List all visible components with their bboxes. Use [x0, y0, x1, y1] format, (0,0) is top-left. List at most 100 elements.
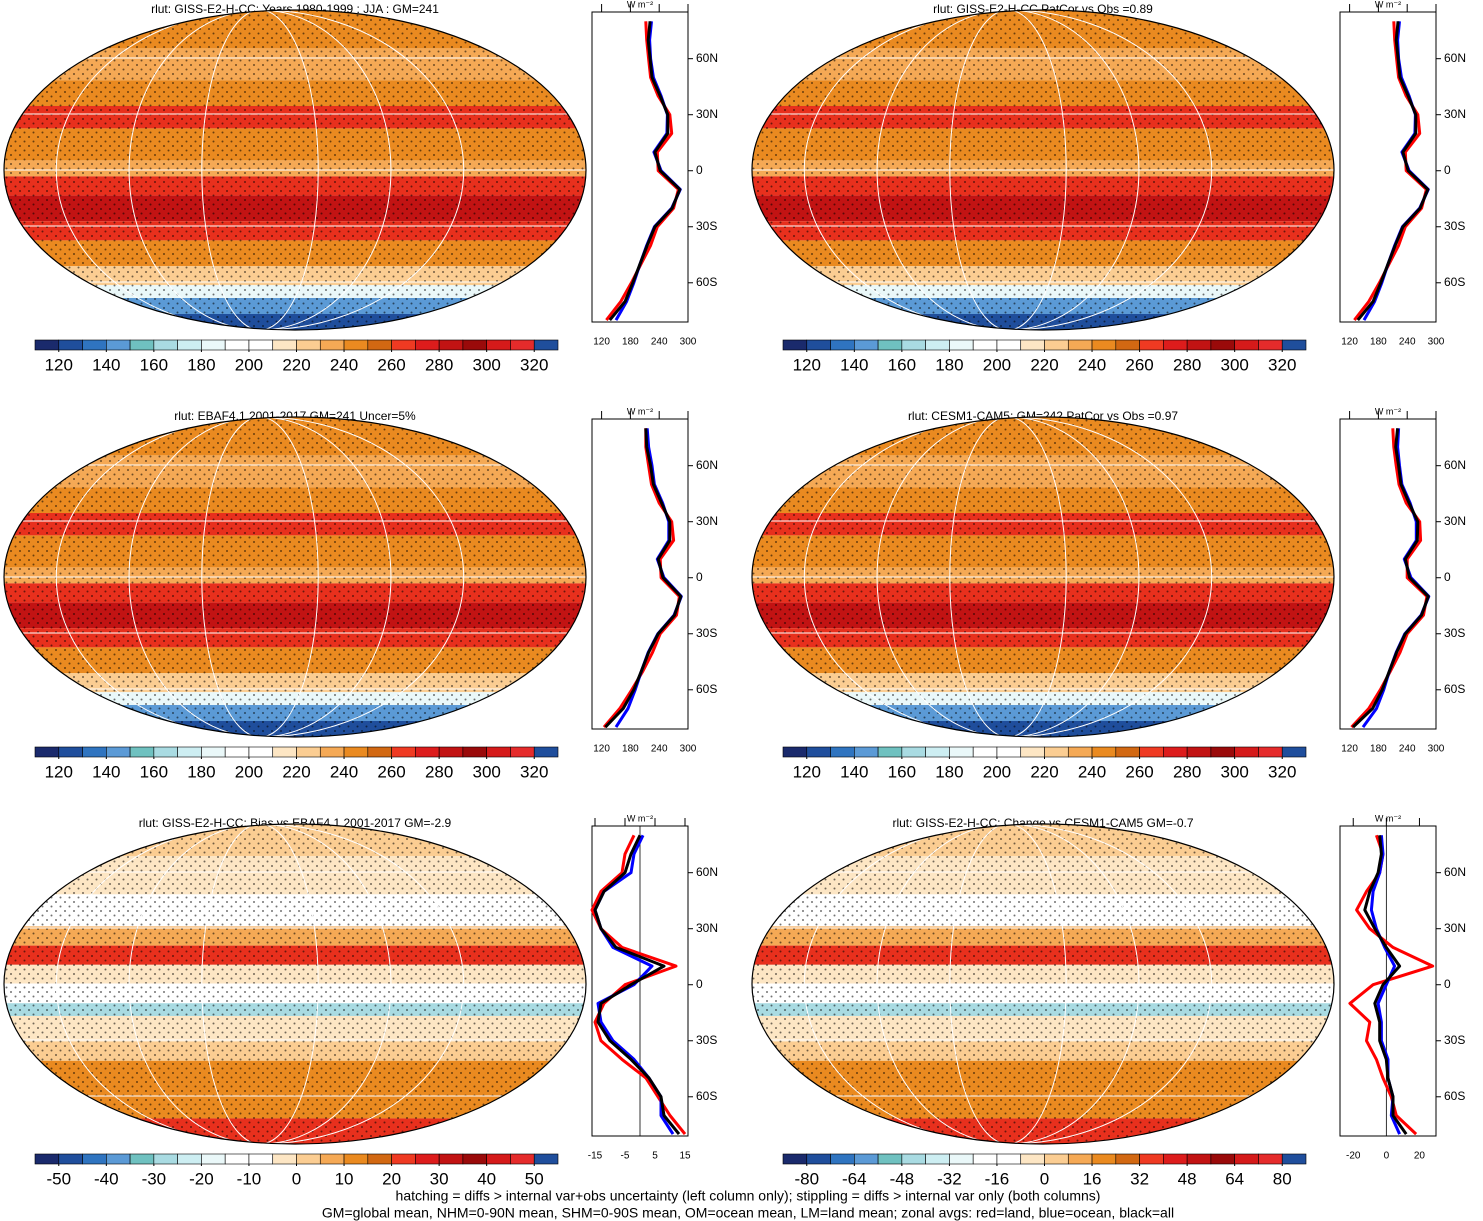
map [4, 417, 586, 737]
colorbar-box [1258, 1153, 1283, 1165]
colorbar-box [806, 746, 831, 758]
colorbar-box [248, 339, 274, 351]
colorbar-box [854, 1153, 879, 1165]
colorbar-box [1281, 746, 1307, 758]
colorbar-box [486, 1153, 511, 1165]
x-tick-label: 5 [652, 1151, 658, 1162]
colorbar-box [1067, 339, 1093, 351]
colorbar-label: 48 [1178, 1169, 1197, 1188]
colorbar-box [1258, 339, 1283, 351]
colorbar-label: 64 [1225, 1169, 1244, 1188]
colorbar-box [1115, 339, 1140, 351]
map [4, 10, 586, 330]
colorbar-label: 200 [983, 762, 1011, 781]
colorbar-box [1163, 339, 1188, 351]
colorbar-label: 260 [1125, 355, 1153, 374]
colorbar-box [1186, 746, 1212, 758]
zonal-line [1351, 428, 1430, 729]
colorbar-box [391, 746, 416, 758]
x-tick-label: 300 [680, 744, 697, 755]
meridian [201, 417, 319, 737]
y-tick-label: 0 [1444, 163, 1451, 177]
y-tick-label: 60S [1444, 275, 1465, 289]
zonal-line [604, 428, 683, 729]
colorbar-box [1186, 1153, 1212, 1165]
colorbar-box [415, 1153, 440, 1165]
colorbar-box [925, 339, 950, 351]
colorbar-box [319, 746, 345, 758]
meridian [876, 10, 1140, 330]
colorbar-label: 260 [1125, 762, 1153, 781]
x-tick-label: -20 [1346, 1151, 1361, 1162]
colorbar-box [129, 1153, 155, 1165]
meridian [55, 824, 465, 1144]
colorbar-box [224, 1153, 250, 1165]
colorbar-box [367, 339, 392, 351]
units: W m⁻² [1375, 0, 1401, 9]
colorbar-label: -30 [142, 1169, 167, 1188]
x-tick-label: 15 [679, 1151, 691, 1162]
map-outline [751, 416, 1335, 738]
x-tick-label: 300 [1428, 744, 1445, 755]
colorbar-box [438, 746, 464, 758]
zonal-line [590, 834, 687, 1136]
colorbar-label: 50 [525, 1169, 544, 1188]
colorbar-box [510, 339, 535, 351]
units: W m⁻² [1375, 406, 1401, 416]
colorbar-label: 280 [425, 355, 453, 374]
map [4, 824, 586, 1144]
zonal-line [1356, 21, 1430, 322]
colorbar-box [272, 746, 297, 758]
colorbar-label: 220 [1030, 355, 1058, 374]
colorbar-box [1044, 339, 1069, 351]
colorbar-label: 300 [472, 355, 500, 374]
colorbar-box [391, 339, 416, 351]
colorbar-box [201, 339, 226, 351]
colorbar-box [806, 1153, 831, 1165]
colorbar-label: 80 [1273, 1169, 1292, 1188]
colorbar-box [343, 746, 369, 758]
meridian [128, 417, 392, 737]
colorbar-box [1186, 339, 1212, 351]
y-tick-label: 0 [1444, 570, 1451, 584]
colorbar-label: 200 [235, 762, 263, 781]
colorbar-box [438, 339, 464, 351]
meridian [949, 417, 1067, 737]
colorbar-label: 20 [382, 1169, 401, 1188]
colorbar-label: 0 [1040, 1169, 1049, 1188]
y-tick-label: 60N [1444, 458, 1466, 472]
colorbar-label: 280 [1173, 355, 1201, 374]
meridian [201, 824, 319, 1144]
colorbar-box [854, 746, 879, 758]
map-outline [751, 9, 1335, 331]
y-tick-label: 30S [696, 626, 717, 640]
colorbar-label: 160 [888, 762, 916, 781]
meridian [803, 10, 1213, 330]
colorbar-box [34, 746, 60, 758]
y-tick-label: 60S [1444, 1089, 1465, 1103]
panel-title: rlut: EBAF4.1 2001-2017 GM=241 Uncer=5% [174, 409, 416, 423]
colorbar-box [367, 746, 392, 758]
colorbar-label: 0 [292, 1169, 301, 1188]
colorbar-label: 40 [477, 1169, 496, 1188]
colorbar-box [972, 1153, 998, 1165]
meridian [803, 417, 1213, 737]
colorbar-box [830, 746, 855, 758]
colorbar-box [58, 746, 83, 758]
colorbar-box [106, 339, 131, 351]
meridian [949, 10, 1067, 330]
colorbar-box [925, 1153, 950, 1165]
colorbar-box [1091, 339, 1117, 351]
colorbar-box [343, 339, 369, 351]
colorbar-box [296, 1153, 321, 1165]
colorbar-box [296, 746, 321, 758]
panel-title: rlut: GISS-E2-H-CC: Change vs CESM1-CAM5… [892, 816, 1193, 830]
colorbar-box [782, 339, 808, 351]
colorbar-box [1163, 1153, 1188, 1165]
y-tick-label: 30N [696, 514, 718, 528]
colorbar-box [248, 746, 274, 758]
colorbar-box [391, 1153, 416, 1165]
zonal-line [608, 21, 682, 322]
colorbar-label: 180 [935, 762, 963, 781]
zonal-frame [1339, 11, 1437, 323]
